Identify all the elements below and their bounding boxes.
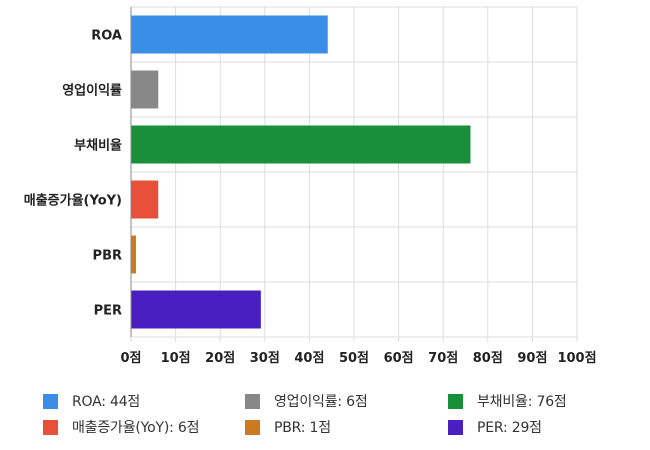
legend-swatch-roa xyxy=(43,393,58,409)
legend-swatch-debt-ratio xyxy=(448,393,463,409)
legend-item-operating-margin: 영업이익률: 6점 xyxy=(245,392,368,410)
y-tick-label-4: PBR xyxy=(93,249,122,264)
x-tick-label-3: 30점 xyxy=(250,351,280,366)
legend-swatch-sales-growth xyxy=(43,419,58,435)
y-tick-label-5: PER xyxy=(94,304,122,319)
legend: ROA: 44점 영업이익률: 6점 부채비율: 76점 매출증가율(YoY):… xyxy=(0,388,650,448)
x-tick-label-2: 20점 xyxy=(205,351,235,366)
bar-5 xyxy=(131,290,261,329)
x-tick-label-6: 60점 xyxy=(384,351,414,366)
x-tick-label-7: 70점 xyxy=(428,351,458,366)
legend-item-roa: ROA: 44점 xyxy=(43,392,140,410)
x-tick-label-0: 0점 xyxy=(120,351,141,366)
y-tick-label-2: 부채비율 xyxy=(74,138,122,154)
x-tick-label-4: 40점 xyxy=(294,351,324,366)
legend-item-debt-ratio: 부채비율: 76점 xyxy=(448,392,567,410)
legend-label-per: PER: 29점 xyxy=(477,420,542,436)
x-tick-label-9: 90점 xyxy=(517,351,547,366)
legend-item-pbr: PBR: 1점 xyxy=(245,418,331,436)
x-tick-label-10: 100점 xyxy=(557,351,596,366)
legend-label-roa: ROA: 44점 xyxy=(72,394,141,410)
legend-label-operating-margin: 영업이익률: 6점 xyxy=(274,394,368,410)
legend-item-per: PER: 29점 xyxy=(448,418,542,436)
legend-label-debt-ratio: 부채비율: 76점 xyxy=(477,394,567,410)
legend-item-sales-growth: 매출증가율(YoY): 6점 xyxy=(43,418,199,436)
y-tick-label-0: ROA xyxy=(91,29,122,44)
bar-2 xyxy=(131,125,471,164)
x-tick-label-5: 50점 xyxy=(339,351,369,366)
bar-3 xyxy=(131,180,159,219)
bar-4 xyxy=(131,235,136,274)
legend-swatch-pbr xyxy=(245,419,260,435)
legend-label-pbr: PBR: 1점 xyxy=(274,420,331,436)
legend-label-sales-growth: 매출증가율(YoY): 6점 xyxy=(72,420,200,436)
x-tick-label-8: 80점 xyxy=(473,351,503,366)
y-tick-label-1: 영업이익률 xyxy=(62,83,122,99)
y-tick-label-3: 매출증가율(YoY) xyxy=(24,193,122,209)
bar-1 xyxy=(131,70,159,109)
legend-swatch-per xyxy=(448,419,463,435)
bar-0 xyxy=(131,15,328,54)
x-tick-label-1: 10점 xyxy=(161,351,191,366)
legend-swatch-operating-margin xyxy=(245,393,260,409)
